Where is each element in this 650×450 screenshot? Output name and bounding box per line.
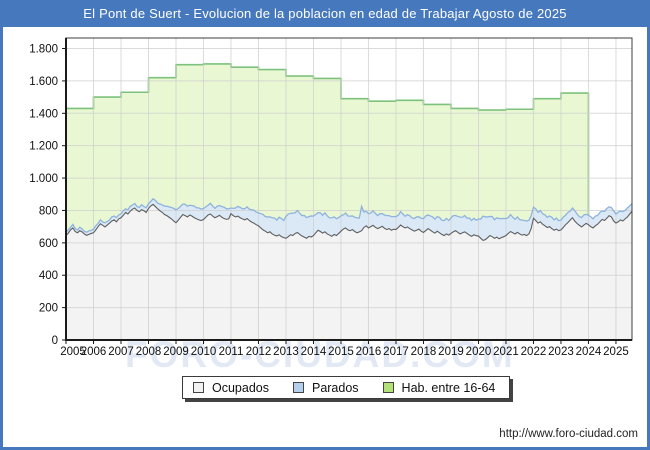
legend-item-ocupados: Ocupados: [193, 381, 269, 395]
ocupados-swatch-icon: [193, 382, 204, 393]
page-title: El Pont de Suert - Evolucion de la pobla…: [83, 6, 567, 21]
footer-url[interactable]: http://www.foro-ciudad.com: [499, 428, 638, 440]
legend-label-hab: Hab. entre 16-64: [401, 380, 496, 395]
x-tick-label: 2015: [328, 346, 354, 358]
y-tick-label: 800: [39, 205, 58, 217]
x-tick-label: 2005: [60, 346, 86, 358]
x-tick-label: 2022: [521, 346, 547, 358]
legend-item-hab: Hab. entre 16-64: [382, 380, 496, 395]
legend-label-ocupados: Ocupados: [212, 380, 269, 395]
x-tick-label: 2006: [81, 346, 107, 358]
x-tick-label: 2007: [108, 346, 134, 358]
y-tick-label: 200: [39, 303, 58, 315]
x-tick-label: 2024: [576, 346, 602, 358]
parados-line: [65, 197, 633, 234]
parados-swatch-icon: [292, 382, 304, 393]
x-tick-label: 2019: [438, 346, 464, 358]
ocupados-area: [66, 204, 632, 340]
y-tick-label: 1.600: [29, 76, 58, 88]
legend: Ocupados Parados Hab. entre 16-64: [182, 376, 511, 399]
population-area-chart: 0 200 400 600 800 1.000 1.200 1.400 1.600 1.800 20…: [29, 37, 633, 358]
legend-item-parados: Parados: [292, 380, 359, 395]
x-tick-label: 2020: [466, 346, 492, 358]
x-tick-label: 2025: [603, 346, 629, 358]
x-tick-label: 2023: [548, 346, 574, 358]
y-tick-label: 1.800: [29, 44, 58, 56]
x-tick-label: 2014: [301, 346, 327, 358]
x-tick-label: 2021: [493, 346, 519, 358]
x-tick-label: 2011: [219, 346, 244, 358]
title-bar: El Pont de Suert - Evolucion de la pobla…: [3, 0, 647, 27]
x-tick-label: 2018: [411, 346, 437, 358]
hab-swatch-icon: [382, 382, 394, 393]
y-tick-label: 0: [52, 335, 58, 347]
y-tick-label: 600: [39, 238, 58, 250]
ocupados-line: [65, 203, 633, 242]
legend-label-parados: Parados: [311, 380, 359, 395]
x-tick-label: 2016: [356, 346, 382, 358]
x-tick-label: 2010: [191, 346, 217, 358]
y-tick-label: 1.000: [29, 173, 58, 185]
y-tick-label: 1.400: [29, 108, 58, 120]
x-tick-label: 2013: [273, 346, 299, 358]
x-tick-label: 2009: [163, 346, 189, 358]
x-tick-label: 2012: [246, 346, 272, 358]
y-tick-label: 400: [39, 270, 58, 282]
x-tick-label: 2008: [136, 346, 162, 358]
x-tick-label: 2017: [383, 346, 409, 358]
y-tick-label: 1.200: [29, 141, 58, 153]
